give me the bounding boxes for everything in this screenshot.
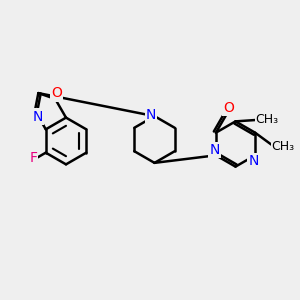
Text: CH₃: CH₃ <box>272 140 295 153</box>
Text: N: N <box>33 110 43 124</box>
Text: N: N <box>209 143 220 157</box>
Text: N: N <box>146 108 156 122</box>
Text: N: N <box>248 154 259 168</box>
Text: CH₃: CH₃ <box>256 113 279 126</box>
Text: F: F <box>29 152 37 165</box>
Text: O: O <box>223 101 234 115</box>
Text: O: O <box>51 86 62 100</box>
